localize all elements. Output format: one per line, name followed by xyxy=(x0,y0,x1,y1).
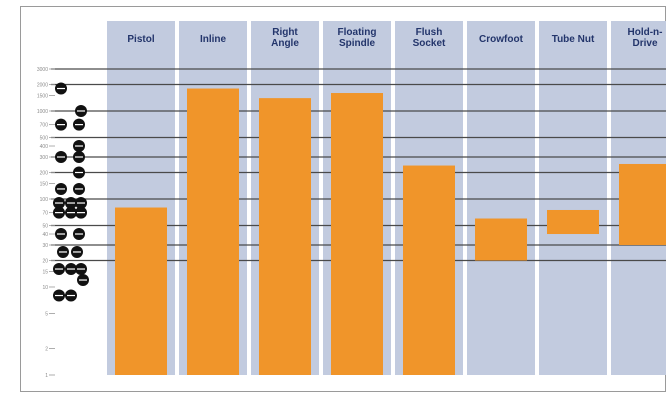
category-label: Inline xyxy=(200,34,227,45)
column-background xyxy=(539,21,607,375)
category-label: Flush xyxy=(416,27,443,38)
y-tick-label: 15 xyxy=(42,269,48,275)
category-label: Socket xyxy=(413,38,446,49)
bar xyxy=(547,209,599,235)
bar xyxy=(259,98,311,376)
bar xyxy=(115,207,167,375)
bar xyxy=(331,93,383,376)
category-label: Pistol xyxy=(127,34,154,45)
y-tick-label: 10 xyxy=(42,285,48,291)
category-label: Angle xyxy=(271,38,299,49)
bar xyxy=(475,218,527,261)
y-tick-label: 100 xyxy=(40,197,49,203)
bar-chart: 1 2 5 10 15 20 30 40 50 70 100 150 200 300 400 500 700 10… xyxy=(37,21,666,379)
y-tick-label: 70 xyxy=(42,211,48,217)
y-tick-label: 20 xyxy=(42,259,48,265)
y-tick-label: 500 xyxy=(40,135,49,141)
y-tick-label: 50 xyxy=(42,223,48,229)
y-tick-label: 40 xyxy=(42,232,48,238)
y-tick-label: 150 xyxy=(40,181,49,187)
y-tick-label: 1000 xyxy=(37,109,48,115)
category-label: Right xyxy=(272,27,298,38)
y-tick-label: 1500 xyxy=(37,93,48,99)
y-tick-label: 3000 xyxy=(37,67,48,73)
y-tick-label: 200 xyxy=(40,171,49,177)
bar xyxy=(403,165,455,375)
category-label: Drive xyxy=(632,38,657,49)
category-label: Floating xyxy=(338,27,377,38)
category-label: Tube Nut xyxy=(552,34,595,45)
y-tick-label: 5 xyxy=(45,311,48,317)
column-background xyxy=(467,21,535,375)
category-label: Crowfoot xyxy=(479,34,524,45)
chart-frame: 1 2 5 10 15 20 30 40 50 70 100 150 200 300 400 500 700 10… xyxy=(20,6,666,392)
y-tick-label: 2000 xyxy=(37,82,48,88)
bar xyxy=(187,88,239,376)
y-tick-label: 700 xyxy=(40,123,49,129)
category-label: Spindle xyxy=(339,38,376,49)
y-tick-label: 300 xyxy=(40,155,49,161)
y-tick-label: 1 xyxy=(45,373,48,379)
y-tick-label: 2 xyxy=(45,347,48,353)
bar xyxy=(619,163,666,246)
category-label: Hold-n- xyxy=(628,27,663,38)
y-tick-label: 30 xyxy=(42,243,48,249)
y-tick-label: 400 xyxy=(40,144,49,150)
